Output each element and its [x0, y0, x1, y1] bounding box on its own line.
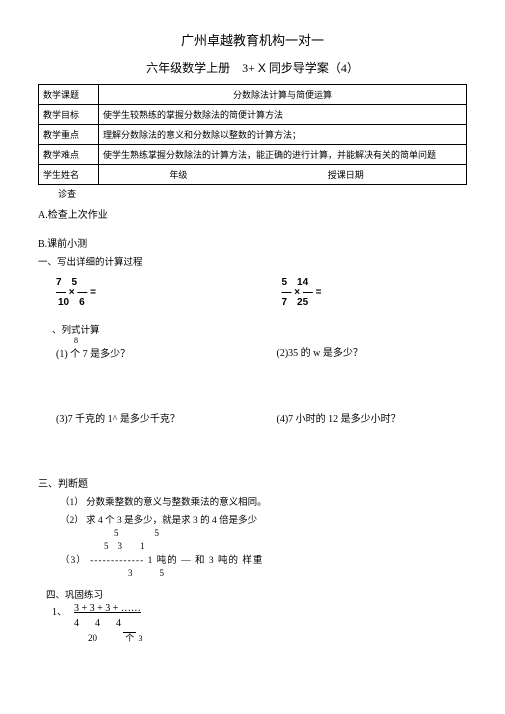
ex1-top: 3 + 3 + 3 + ……	[74, 603, 143, 614]
ex1-bot-c: 3	[139, 634, 143, 643]
judge-3-bot: 3 5	[128, 566, 467, 579]
judge-3-mid: （3） ------------- 1 吨的 — 和 3 吨的 样重	[60, 552, 467, 566]
q2-item-2: (2)35 的 w 是多少？	[247, 336, 468, 360]
ex1-mid: 4 4 4	[74, 614, 143, 629]
cell-topic-value: 分数除法计算与简便运算	[99, 85, 467, 105]
ex1-num: 1、	[52, 603, 74, 618]
q3-item-4: (4)7 小时的 12 是多少小时？	[247, 410, 468, 425]
q2-title: 、列式计算	[52, 322, 467, 336]
frac-expr-2: 5 14 — × — = 7 25	[242, 278, 468, 308]
cell-focus-value: 理解分数除法的意义和分数除以整数的计算方法；	[99, 125, 467, 145]
ex1-body: 3 + 3 + 3 + …… 4 4 4 20 个 3	[74, 603, 143, 644]
cell-goal-value: 使学生较熟练的掌握分数除法的简便计算方法	[99, 105, 467, 125]
judge-3-top: 5 3 1	[104, 539, 467, 552]
judge-2-frac: 5 5	[114, 526, 467, 539]
doc-title: 六年级数学上册 3+ X 同步导学案（4）	[38, 59, 467, 76]
frac1-bot: 10 6	[56, 298, 96, 308]
q3-title: 三、判断题	[38, 475, 467, 490]
title-x: X	[258, 61, 266, 75]
table-row: 教学重点 理解分数除法的意义和分数除以整数的计算方法；	[39, 125, 467, 145]
table-row: 教学难点 使学生熟练掌握分数除法的计算方法，能正确的进行计算，并能解决有关的简单…	[39, 145, 467, 165]
q2-1-sup: 8	[74, 336, 247, 345]
cell-diff-value: 使学生熟练掌握分数除法的计算方法，能正确的进行计算，并能解决有关的简单问题	[99, 145, 467, 165]
q2-1-text: 个 7 是多少？	[70, 349, 130, 360]
frac-expr-1: 7 5 — × — = 10 6	[56, 278, 242, 308]
cell-name-label: 学生姓名	[39, 165, 99, 185]
date-label: 授课日期	[256, 168, 436, 181]
ex1-bot-a: 20	[88, 633, 97, 643]
q1-title: 一、写出详细的计算过程	[38, 254, 467, 268]
q2-1-pre: (1)	[56, 349, 68, 360]
frac2-bot: 7 25	[282, 298, 322, 308]
cell-diff-label: 教学难点	[39, 145, 99, 165]
q4-title: 四、巩固练习	[46, 587, 467, 601]
title-post: 同步导学案（4）	[269, 61, 359, 75]
cell-focus-label: 教学重点	[39, 125, 99, 145]
org-title: 广州卓越教育机构一对一	[38, 30, 467, 49]
title-pre: 六年级数学上册 3+	[146, 61, 255, 75]
info-table: 数学课题 分数除法计算与简便运算 教学目标 使学生较熟练的掌握分数除法的简便计算…	[38, 84, 467, 185]
q2-item-1: 8 (1) 个 7 是多少？	[56, 336, 247, 360]
cell-name-value: 年级 授课日期	[99, 165, 467, 185]
judge-1: （1） 分数乘整数的意义与整数乘法的意义相同。	[60, 494, 467, 508]
check-label: 诊查	[58, 187, 467, 200]
cell-topic-label: 数学课题	[39, 85, 99, 105]
table-row: 数学课题 分数除法计算与简便运算	[39, 85, 467, 105]
table-row: 教学目标 使学生较熟练的掌握分数除法的简便计算方法	[39, 105, 467, 125]
judge-2: （2） 求 4 个 3 是多少，就是求 3 的 4 倍是多少	[60, 512, 467, 526]
section-b: B.课前小测	[38, 235, 467, 250]
table-row: 学生姓名 年级 授课日期	[39, 165, 467, 185]
cell-goal-label: 教学目标	[39, 105, 99, 125]
section-a: A.检查上次作业	[38, 206, 467, 221]
q3-item-3: (3)7 千克的 1^ 是多少千克？	[56, 410, 247, 425]
ex1-bot-b: 个	[123, 632, 136, 643]
grade-label: 年级	[103, 168, 254, 181]
